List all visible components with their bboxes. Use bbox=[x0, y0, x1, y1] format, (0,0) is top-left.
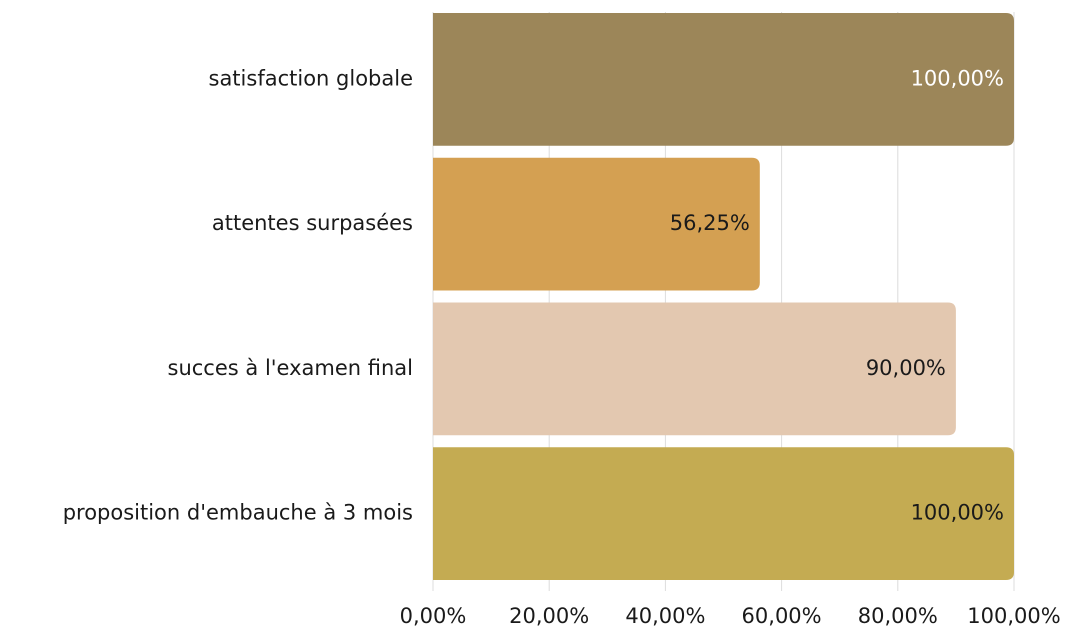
x-tick-label: 0,00% bbox=[400, 604, 467, 628]
x-tick-label: 20,00% bbox=[509, 604, 589, 628]
bar bbox=[433, 13, 1014, 146]
category-label: succes à l'examen final bbox=[168, 356, 413, 380]
bar bbox=[433, 302, 956, 436]
bar bbox=[433, 447, 1014, 580]
bar bbox=[433, 157, 760, 291]
value-label: 56,25% bbox=[670, 211, 750, 235]
category-label: satisfaction globale bbox=[209, 66, 414, 90]
x-tick-label: 80,00% bbox=[858, 604, 938, 628]
x-tick-label: 40,00% bbox=[625, 604, 705, 628]
category-label: proposition d'embauche à 3 mois bbox=[63, 501, 413, 525]
value-label: 100,00% bbox=[911, 66, 1004, 90]
value-label: 100,00% bbox=[911, 501, 1004, 525]
x-tick-label: 100,00% bbox=[967, 604, 1060, 628]
value-label: 90,00% bbox=[866, 356, 946, 380]
x-tick-label: 60,00% bbox=[742, 604, 822, 628]
category-label: attentes surpasées bbox=[212, 211, 413, 235]
